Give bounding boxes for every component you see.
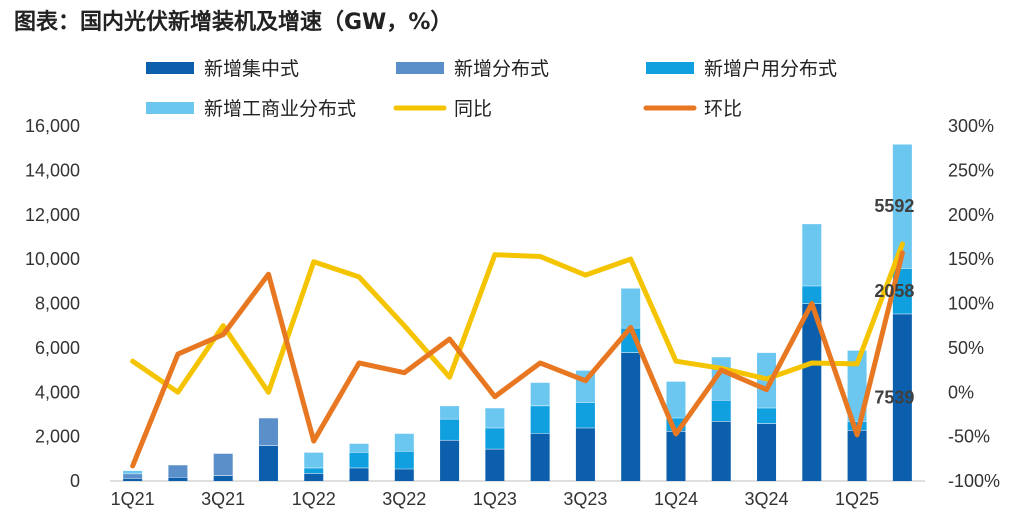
bar-segment [621, 352, 641, 481]
bar-segment [349, 467, 369, 481]
legend-label: 同比 [454, 98, 492, 120]
x-tick-label: 1Q23 [473, 489, 517, 509]
bar-segment [394, 433, 414, 452]
bar-segment [530, 382, 550, 406]
bar-segment [666, 431, 686, 481]
y-left-tick-label: 14,000 [25, 160, 80, 180]
y-left-tick-label: 16,000 [25, 116, 80, 136]
bar-segment [258, 445, 278, 481]
x-tick-label: 1Q21 [111, 489, 155, 509]
y-left-tick-label: 0 [70, 471, 80, 491]
y-left-tick-label: 2,000 [35, 427, 80, 447]
legend-swatch [146, 102, 194, 114]
bar-segment [394, 468, 414, 481]
x-tick-label: 3Q23 [563, 489, 607, 509]
y-left-tick-label: 8,000 [35, 294, 80, 314]
bar-segment [485, 427, 505, 449]
y-left-tick-label: 12,000 [25, 205, 80, 225]
line-series-qoq [130, 250, 905, 469]
bar-segment [304, 473, 324, 481]
bar-segment [304, 452, 324, 468]
y-right-tick-label: 150% [948, 249, 994, 269]
bar-segment [847, 350, 867, 422]
x-tick-label: 1Q22 [292, 489, 336, 509]
data-label: 7539 [874, 387, 914, 407]
x-tick-label: 3Q22 [382, 489, 426, 509]
y-right-tick-label: 50% [948, 338, 984, 358]
bar-segment [575, 402, 595, 428]
data-label: 2058 [874, 281, 914, 301]
bar-segment [530, 405, 550, 434]
bar-segment [304, 467, 324, 474]
x-tick-label: 1Q25 [835, 489, 879, 509]
bar-segment [757, 407, 777, 424]
y-right-tick-label: -100% [948, 471, 1000, 491]
y-right-tick-label: 0% [948, 382, 974, 402]
bar-segment [258, 417, 278, 446]
x-tick-label: 3Q24 [745, 489, 789, 509]
line-series-yoy [130, 241, 905, 395]
bar-segment [168, 477, 188, 481]
bar-segment [530, 433, 550, 481]
y-right-tick-label: 100% [948, 294, 994, 314]
axes: 0 2,000 4,000 6,000 8,000 10,000 12,000 14,000 1… [25, 116, 1000, 509]
x-tick-label: 1Q24 [654, 489, 698, 509]
bar-segment [440, 405, 460, 419]
bar-segment [485, 448, 505, 481]
y-right-tick-label: 300% [948, 116, 994, 136]
bar-segment [349, 452, 369, 468]
bar-segment [394, 451, 414, 469]
bar-segment [213, 475, 233, 481]
bar-segment [847, 429, 867, 481]
legend-label: 新增分布式 [454, 58, 549, 80]
bar-segment [440, 439, 460, 481]
bar-segment [440, 418, 460, 440]
y-right-tick-label: 250% [948, 160, 994, 180]
y-right-tick-label: -50% [948, 427, 990, 447]
bar-segment [802, 223, 822, 286]
bar-segment [575, 427, 595, 481]
lines [130, 241, 905, 469]
chart-title: 图表：国内光伏新增装机及增速（GW，%） [14, 10, 453, 35]
bar-segment [621, 287, 641, 328]
bar-segment [666, 381, 686, 418]
bar-segment [757, 423, 777, 481]
data-labels: 5592 2058 7539 [874, 196, 914, 407]
legend-label: 新增集中式 [204, 58, 299, 80]
bar-segment [123, 478, 143, 481]
bar-segment [123, 473, 143, 479]
bar-segment [711, 421, 731, 481]
bar-segment [892, 143, 912, 269]
legend-swatch [646, 62, 694, 74]
legend-swatch [146, 62, 194, 74]
data-label: 5592 [874, 196, 914, 216]
bar-segment [802, 303, 822, 481]
bar-segment [802, 285, 822, 304]
bar-segment [711, 400, 731, 422]
bar-segment [213, 453, 233, 476]
bar-segment [485, 407, 505, 428]
legend-label: 新增户用分布式 [704, 58, 837, 80]
y-left-tick-label: 10,000 [25, 249, 80, 269]
y-left-tick-label: 4,000 [35, 382, 80, 402]
bar-segment [168, 464, 188, 478]
x-tick-label: 3Q21 [201, 489, 245, 509]
legend-swatch [396, 62, 444, 74]
bar-segment [349, 443, 369, 453]
legend-label: 新增工商业分布式 [204, 98, 356, 120]
legend-label: 环比 [704, 98, 742, 120]
bar-segment [123, 470, 143, 474]
bar-segment [892, 313, 912, 481]
y-left-tick-label: 6,000 [35, 338, 80, 358]
y-right-tick-label: 200% [948, 205, 994, 225]
